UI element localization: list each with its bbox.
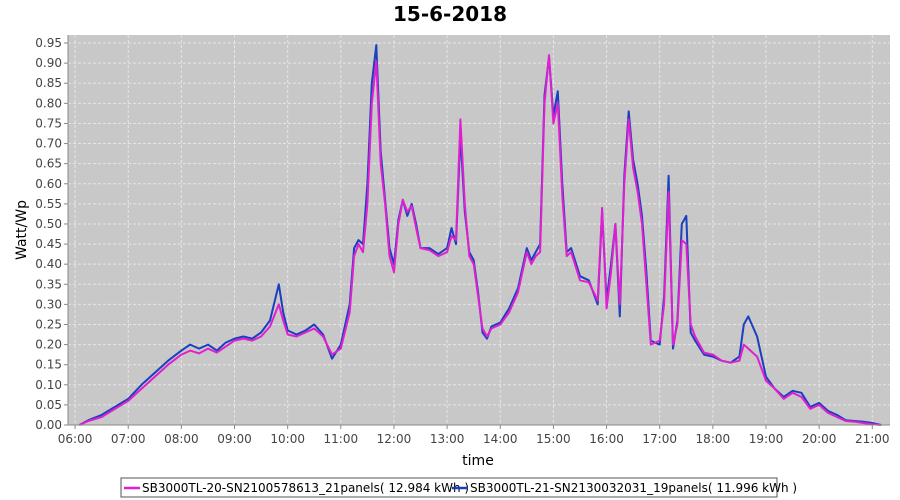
series-line-1 xyxy=(79,54,882,426)
x-tick-label: 12:00 xyxy=(377,432,412,446)
legend-box xyxy=(120,477,778,498)
y-tick-label: 0.80 xyxy=(35,96,62,110)
legend: SB3000TL-20-SN2100578613_21panels( 12.98… xyxy=(120,477,797,498)
x-tick-label: 08:00 xyxy=(164,432,199,446)
y-tick-label: 0.65 xyxy=(35,157,62,171)
x-tick-label: 06:00 xyxy=(58,432,93,446)
x-tick-label: 19:00 xyxy=(749,432,784,446)
x-axis-label: time xyxy=(462,453,494,469)
y-tick-label: 0.85 xyxy=(35,76,62,90)
y-tick-label: 0.05 xyxy=(35,398,62,412)
x-tick-label: 20:00 xyxy=(802,432,837,446)
y-tick-label: 0.25 xyxy=(35,317,62,331)
x-tick-label: 15:00 xyxy=(536,432,571,446)
legend-label-series-1: SB3000TL-20-SN2100578613_21panels( 12.98… xyxy=(142,481,469,495)
legend-label-series-2: SB3000TL-21-SN2130032031_19panels( 11.99… xyxy=(470,481,797,495)
x-tick-label: 21:00 xyxy=(855,432,890,446)
y-tick-label: 0.90 xyxy=(35,56,62,70)
x-tick-label: 11:00 xyxy=(324,432,359,446)
x-tick-label: 14:00 xyxy=(483,432,518,446)
y-tick-label: 0.55 xyxy=(35,197,62,211)
grid-lines xyxy=(68,35,890,426)
y-tick-label: 0.60 xyxy=(35,177,62,191)
y-tick-label: 0.20 xyxy=(35,338,62,352)
y-axis-label: Watt/Wp xyxy=(14,200,30,260)
y-tick-label: 0.30 xyxy=(35,297,62,311)
y-tick-label: 0.95 xyxy=(35,36,62,50)
x-axis-ticks: 06:00 07:00 08:00 09:00 10:00 11:00 12:00 13:00… xyxy=(58,425,890,446)
series-layer xyxy=(79,44,882,426)
plot-area xyxy=(68,35,890,425)
y-tick-label: 0.45 xyxy=(35,237,62,251)
x-tick-label: 07:00 xyxy=(111,432,146,446)
y-tick-label: 0.70 xyxy=(35,137,62,151)
y-axis-ticks: 0.00 0.05 0.10 0.15 0.20 0.25 0.30 0.35 0.40 0.45… xyxy=(35,36,68,432)
y-tick-label: 0.40 xyxy=(35,257,62,271)
x-tick-label: 18:00 xyxy=(696,432,731,446)
x-tick-label: 17:00 xyxy=(642,432,677,446)
chart-title: 15-6-2018 xyxy=(393,2,507,26)
x-tick-label: 13:00 xyxy=(430,432,465,446)
y-tick-label: 0.35 xyxy=(35,277,62,291)
x-tick-label: 16:00 xyxy=(589,432,624,446)
y-tick-label: 0.10 xyxy=(35,378,62,392)
y-tick-label: 0.50 xyxy=(35,217,62,231)
x-tick-label: 10:00 xyxy=(270,432,305,446)
x-tick-label: 09:00 xyxy=(217,432,252,446)
y-tick-label: 0.00 xyxy=(35,418,62,432)
y-tick-label: 0.15 xyxy=(35,358,62,372)
y-tick-label: 0.75 xyxy=(35,116,62,130)
